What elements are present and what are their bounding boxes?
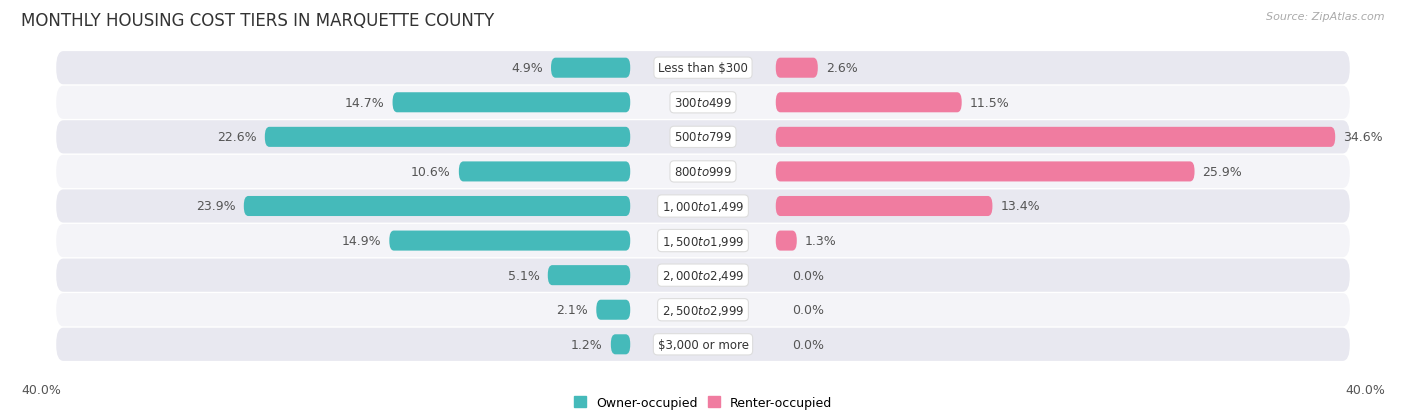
FancyBboxPatch shape (56, 86, 1350, 120)
FancyBboxPatch shape (551, 59, 630, 78)
Text: 0.0%: 0.0% (792, 338, 824, 351)
Text: 14.9%: 14.9% (342, 235, 381, 247)
Text: 14.7%: 14.7% (344, 97, 384, 109)
Text: $800 to $999: $800 to $999 (673, 166, 733, 178)
Text: 23.9%: 23.9% (195, 200, 236, 213)
Text: 5.1%: 5.1% (508, 269, 540, 282)
FancyBboxPatch shape (776, 128, 1336, 147)
Text: 11.5%: 11.5% (970, 97, 1010, 109)
Text: 2.1%: 2.1% (557, 304, 588, 316)
FancyBboxPatch shape (776, 93, 962, 113)
Text: Source: ZipAtlas.com: Source: ZipAtlas.com (1267, 12, 1385, 22)
FancyBboxPatch shape (56, 328, 1350, 361)
Text: 0.0%: 0.0% (792, 304, 824, 316)
FancyBboxPatch shape (458, 162, 630, 182)
FancyBboxPatch shape (56, 224, 1350, 258)
Text: 40.0%: 40.0% (1346, 384, 1385, 396)
Text: $1,000 to $1,499: $1,000 to $1,499 (662, 199, 744, 214)
FancyBboxPatch shape (56, 121, 1350, 154)
FancyBboxPatch shape (776, 231, 797, 251)
FancyBboxPatch shape (392, 93, 630, 113)
Text: $3,000 or more: $3,000 or more (658, 338, 748, 351)
Text: 10.6%: 10.6% (411, 166, 451, 178)
Text: 4.9%: 4.9% (512, 62, 543, 75)
Text: $1,500 to $1,999: $1,500 to $1,999 (662, 234, 744, 248)
FancyBboxPatch shape (776, 59, 818, 78)
FancyBboxPatch shape (776, 162, 1195, 182)
FancyBboxPatch shape (56, 190, 1350, 223)
FancyBboxPatch shape (56, 155, 1350, 189)
Text: $300 to $499: $300 to $499 (673, 97, 733, 109)
FancyBboxPatch shape (243, 197, 630, 216)
Legend: Owner-occupied, Renter-occupied: Owner-occupied, Renter-occupied (568, 391, 838, 413)
FancyBboxPatch shape (56, 259, 1350, 292)
FancyBboxPatch shape (56, 52, 1350, 85)
Text: $2,000 to $2,499: $2,000 to $2,499 (662, 268, 744, 282)
Text: 2.6%: 2.6% (825, 62, 858, 75)
Text: 34.6%: 34.6% (1343, 131, 1384, 144)
Text: 40.0%: 40.0% (21, 384, 60, 396)
Text: 22.6%: 22.6% (217, 131, 257, 144)
FancyBboxPatch shape (596, 300, 630, 320)
Text: 25.9%: 25.9% (1202, 166, 1243, 178)
Text: 13.4%: 13.4% (1001, 200, 1040, 213)
Text: 1.3%: 1.3% (804, 235, 837, 247)
FancyBboxPatch shape (610, 335, 630, 354)
FancyBboxPatch shape (548, 266, 630, 285)
FancyBboxPatch shape (389, 231, 630, 251)
Text: Less than $300: Less than $300 (658, 62, 748, 75)
FancyBboxPatch shape (776, 197, 993, 216)
Text: 1.2%: 1.2% (571, 338, 603, 351)
FancyBboxPatch shape (264, 128, 630, 147)
FancyBboxPatch shape (56, 293, 1350, 327)
Text: $2,500 to $2,999: $2,500 to $2,999 (662, 303, 744, 317)
Text: $500 to $799: $500 to $799 (673, 131, 733, 144)
Text: 0.0%: 0.0% (792, 269, 824, 282)
Text: MONTHLY HOUSING COST TIERS IN MARQUETTE COUNTY: MONTHLY HOUSING COST TIERS IN MARQUETTE … (21, 12, 495, 30)
